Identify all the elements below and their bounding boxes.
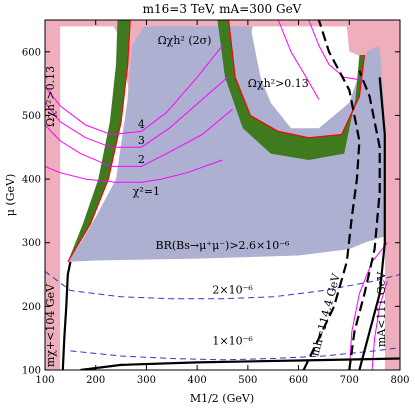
y-tick-label-100: 100 xyxy=(22,366,41,377)
annotation-3: 4 xyxy=(138,118,145,131)
y-tick-label-600: 600 xyxy=(22,47,41,58)
regions-layer xyxy=(45,20,400,370)
omega-band-right xyxy=(217,20,365,160)
relic-bands-layer xyxy=(67,20,366,263)
omega-band-left xyxy=(67,20,131,262)
boundary-line-3 xyxy=(348,70,381,370)
x-axis-label: M1/2 (GeV) xyxy=(190,392,254,405)
x-tick-label-600: 600 xyxy=(289,375,308,386)
plot-area: Ωχh²>0.13 Ωχh² (2σ) Ωχh²>0.13 4 3 2 χ²=1 BR(Bs→… xyxy=(44,20,400,370)
omega-band-left-edge xyxy=(67,20,131,263)
plot-frame xyxy=(44,19,401,371)
contour-line-1 xyxy=(45,76,228,148)
annotation-0: Ωχh²>0.13 xyxy=(44,66,57,127)
boundary-line-2 xyxy=(302,20,361,370)
region-bsmumu-excluded xyxy=(67,26,385,262)
contour-line-5 xyxy=(308,20,365,81)
contour-line-3 xyxy=(45,159,223,183)
contour-line-7 xyxy=(371,280,388,370)
annotation-5: 2 xyxy=(138,153,145,166)
boundary-line-4 xyxy=(358,77,386,370)
boundaries-layer xyxy=(61,20,400,370)
x-tick-label-700: 700 xyxy=(340,375,359,386)
x-axis: 100 200 300 400 500 600 700 800 xyxy=(35,20,410,386)
y-axis: 100 200 300 400 500 600 xyxy=(22,47,400,377)
annotation-9: 1×10⁻⁶ xyxy=(212,335,253,348)
omega-band-right-edge xyxy=(228,20,366,139)
y-tick-label-500: 500 xyxy=(22,111,41,122)
annotation-7: BR(Bs→μ⁺μ⁻)>2.6×10⁻⁶ xyxy=(156,239,291,252)
annotation-1: Ωχh² (2σ) xyxy=(158,34,212,47)
region-white-allowed xyxy=(60,236,385,370)
annotation-6: χ²=1 xyxy=(133,185,160,198)
dashed-lines-layer xyxy=(45,271,400,361)
contour-line-0 xyxy=(45,45,223,136)
x-tick-label-500: 500 xyxy=(238,375,257,386)
dashed-bsmumu-line-0 xyxy=(45,271,400,300)
chart-title: m16=3 TeV, mA=300 GeV xyxy=(143,2,302,16)
y-axis-label: μ (GeV) xyxy=(4,174,17,216)
contour-line-4 xyxy=(277,20,320,100)
boundary-line-0 xyxy=(61,261,72,370)
contour-line-6 xyxy=(348,242,388,370)
y-tick-label-300: 300 xyxy=(22,238,41,249)
x-tick-label-100: 100 xyxy=(35,375,54,386)
x-tick-label-800: 800 xyxy=(390,375,409,386)
contours-layer xyxy=(45,20,388,370)
boundary-line-1 xyxy=(80,357,400,370)
x-tick-label-200: 200 xyxy=(86,375,105,386)
annotation-10: mχ+<104 GeV xyxy=(44,283,57,367)
annotation-8: 2×10⁻⁶ xyxy=(212,284,253,297)
contour-line-2 xyxy=(45,108,233,167)
annotation-4: 3 xyxy=(138,134,145,147)
y-tick-label-200: 200 xyxy=(22,302,41,313)
annotation-12: mA<111 GeV xyxy=(375,271,388,347)
annotation-2: Ωχh²>0.13 xyxy=(248,77,309,90)
y-tick-label-400: 400 xyxy=(22,175,41,186)
x-tick-label-300: 300 xyxy=(137,375,156,386)
x-tick-label-400: 400 xyxy=(188,375,207,386)
